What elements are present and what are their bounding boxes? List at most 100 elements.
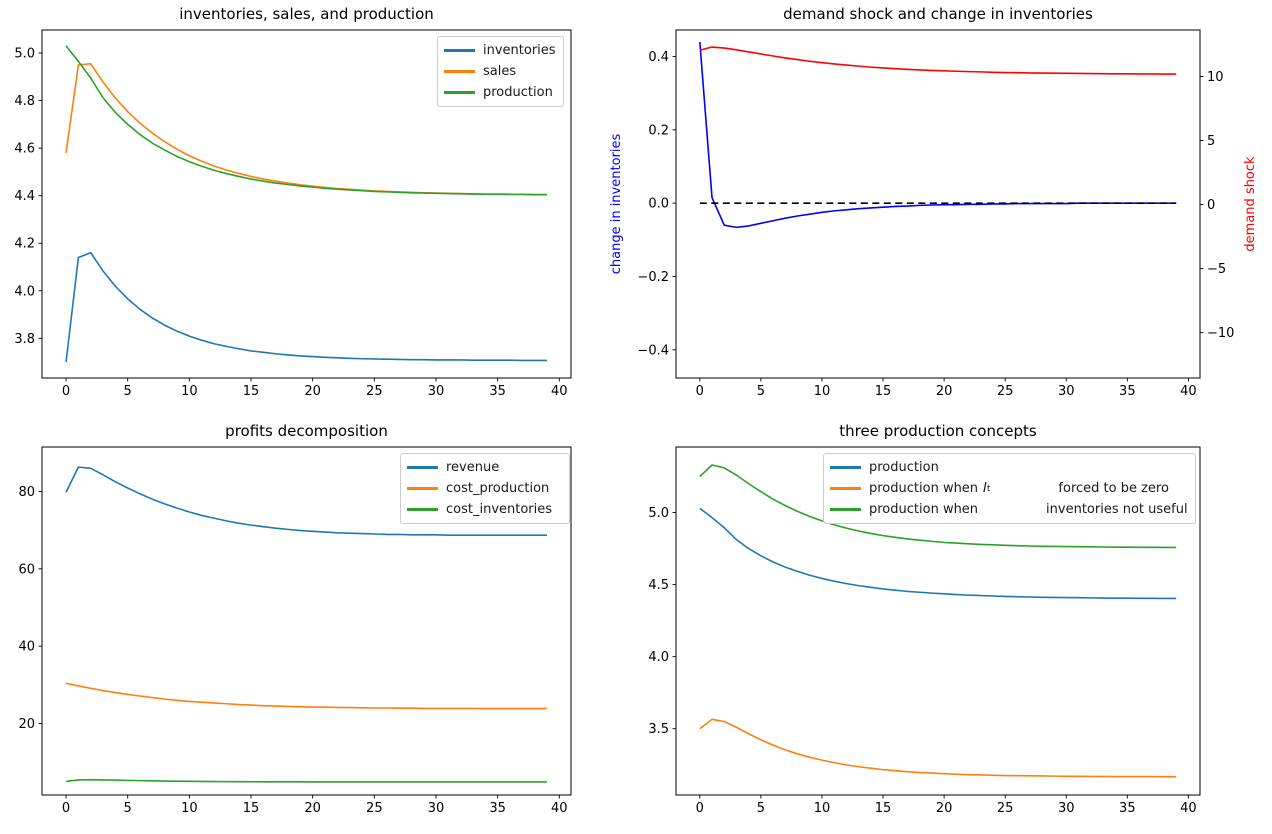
legend-label: production [483,85,553,100]
axes-frame [41,29,572,379]
axes-frame [41,446,572,796]
x-tick-label: 20 [936,801,953,816]
legend: inventories sales production [437,36,564,107]
panel-three-production-concepts: three production concepts 0 5 10 15 20 25 30 35… [636,417,1272,834]
panel-profits-decomposition: profits decomposition 0 5 10 15 20 25 30 35 40 20… [0,417,636,834]
legend-line-sample [830,508,861,511]
y-tick-label: 4.8 [14,94,35,109]
x-tick-label: 20 [304,384,321,399]
legend-line-sample [407,466,438,469]
x-tick-label: 35 [489,384,506,399]
x-tick-label: 10 [814,801,831,816]
x-tick-label: 15 [875,801,892,816]
x-tick-label: 5 [124,384,132,399]
plot-demand-shock: 0 5 10 15 20 25 30 35 40 −0.4 −0.2 0.0 0.2 0.4 −10 −5 0 5… [609,29,1258,399]
legend-line-sample [407,487,438,490]
line-change-in-inventories [699,41,1177,229]
legend-label-post: forced to be zero [1058,481,1169,496]
legend-line-sample [444,91,475,94]
legend-label: production [869,460,939,475]
legend-math-subscript: t [986,483,991,494]
y-tick-right-label: −5 [1207,262,1226,277]
y-tick-label: 4.5 [648,578,669,593]
line-demand-shock [699,46,1177,75]
x-tick-label: 10 [814,384,831,399]
x-tick-label: 35 [1119,801,1136,816]
y-tick-label: 20 [18,717,35,732]
x-tick-label: 10 [181,801,198,816]
legend-label: sales [483,64,517,79]
y-tick-right-label: 10 [1207,70,1224,85]
legend-item: sales [444,61,557,82]
legend-line-sample [444,70,475,73]
chart-title: inventories, sales, and production [179,5,434,23]
x-tick-label: 15 [875,384,892,399]
plot-three-production-concepts: 0 5 10 15 20 25 30 35 40 3.5 4.0 4.5 5.0 [648,446,1201,816]
x-tick-label: 5 [124,801,132,816]
x-tick-label: 0 [696,801,704,816]
y-tick-label: 4.6 [14,142,35,157]
line-production-when-inventories-not-useful [699,464,1177,549]
y-tick-label: −0.2 [637,270,669,285]
legend-item: inventories [444,40,557,61]
x-tick-label: 40 [551,801,568,816]
y-tick-label: 4.4 [14,189,35,204]
legend-label-pre: production when [869,481,979,496]
legend-label-pre: production when [869,502,979,517]
x-tick-label: 25 [997,384,1014,399]
legend-item: cost_production [407,478,563,499]
x-tick-label: 40 [1180,801,1197,816]
x-tick-label: 15 [243,384,260,399]
y-tick-label: 0.0 [648,197,669,212]
x-tick-label: 30 [1058,801,1075,816]
y-tick-label: 3.5 [648,722,669,737]
y-tick-label: 60 [18,562,35,577]
x-tick-label: 30 [428,384,445,399]
y-tick-label: 0.2 [648,123,669,138]
y-tick-right-label: 0 [1207,198,1215,213]
x-tick-label: 15 [243,801,260,816]
x-tick-label: 20 [304,801,321,816]
legend: revenue cost_production cost_inventories [400,453,570,524]
plot-inventories-sales-production: 0 5 10 15 20 25 30 35 40 3.8 4.0 4.2 4.4 4.6 4.8 5.0 [14,29,572,399]
x-tick-label: 35 [1119,384,1136,399]
chart-title: three production concepts [839,422,1037,440]
axes-frame [675,446,1201,796]
plot-profits-decomposition: 0 5 10 15 20 25 30 35 40 20 40 60 80 [18,446,572,816]
legend-label: inventories [483,43,556,58]
y-tick-right-label: −10 [1207,326,1234,341]
y-tick-label: 3.8 [14,332,35,347]
legend-item: production [444,82,557,103]
line-production-when-It-forced-to-be-zero [699,718,1177,778]
x-tick-label: 40 [551,384,568,399]
x-tick-label: 5 [757,801,765,816]
legend-line-sample [407,508,438,511]
y-tick-label: 40 [18,640,35,655]
x-tick-label: 25 [366,384,383,399]
y-tick-label: 5.0 [648,506,669,521]
y-tick-right-label: 5 [1207,134,1215,149]
legend-label: revenue [446,460,500,475]
x-tick-label: 10 [181,384,198,399]
x-tick-label: 25 [366,801,383,816]
legend-line-sample [444,49,475,52]
legend-item: production when inventories not useful [830,499,1189,520]
axes-frame [675,29,1201,379]
x-tick-label: 40 [1180,384,1197,399]
x-tick-label: 5 [757,384,765,399]
x-tick-label: 35 [489,801,506,816]
panel-inventories-sales-production: inventories, sales, and production 0 5 10 1… [0,0,636,417]
y-tick-label: 4.2 [14,237,35,252]
chart-title: profits decomposition [225,422,388,440]
x-tick-label: 25 [997,801,1014,816]
x-tick-label: 0 [62,801,70,816]
y-tick-label: 5.0 [14,47,35,62]
x-tick-label: 0 [62,384,70,399]
line-production [65,45,547,196]
y-axis-label-left: change in inventories [609,134,624,275]
y-tick-label: −0.4 [637,343,669,358]
x-tick-label: 20 [936,384,953,399]
